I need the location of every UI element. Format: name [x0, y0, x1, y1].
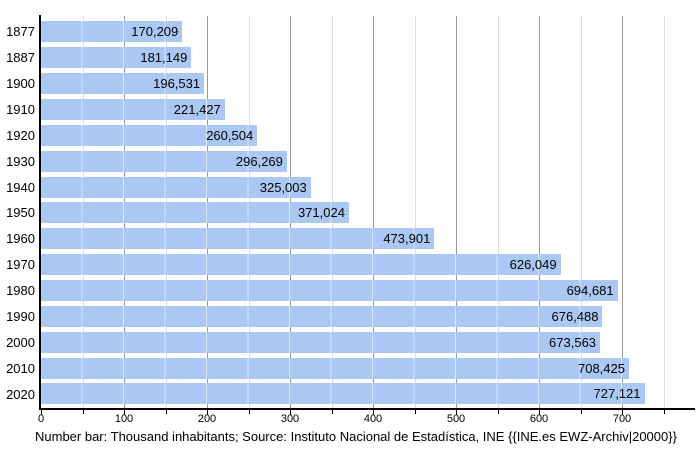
- x-axis-tick-label: 200: [197, 413, 217, 425]
- bar-1877: 170,209: [41, 21, 183, 43]
- y-axis-label-2010: 2010: [6, 360, 35, 376]
- bar-value-label: 708,425: [577, 360, 625, 376]
- x-axis-tick-label: 100: [114, 413, 134, 425]
- x-axis-tick: [456, 410, 457, 415]
- chart-row: 673,563: [41, 329, 696, 355]
- chart-row: 694,681: [41, 278, 696, 304]
- bar-1960: 473,901: [41, 228, 435, 250]
- x-axis-tick: [124, 410, 125, 415]
- bar-value-label: 260,504: [206, 127, 254, 143]
- bar-1920: 260,504: [41, 124, 258, 146]
- bar-value-label: 473,901: [383, 231, 431, 247]
- x-axis-tick: [248, 410, 250, 414]
- bars-layer: 170,209 181,149 196,531 221,427 260,504 296,2…: [41, 19, 696, 407]
- bar-1930: 296,269: [41, 150, 287, 172]
- y-axis-label-2020: 2020: [6, 386, 35, 402]
- x-axis-tick: [539, 410, 540, 415]
- x-axis-tick: [622, 410, 623, 415]
- bar-value-label: 727,121: [593, 386, 641, 402]
- x-axis-tick-label: 600: [529, 413, 549, 425]
- minor-gridline: [663, 16, 665, 408]
- bar-2000: 673,563: [41, 331, 601, 353]
- x-axis-line: [39, 408, 695, 410]
- x-axis-tick-label: 400: [363, 413, 383, 425]
- x-axis-tick: [663, 410, 665, 414]
- x-axis-tick: [580, 410, 582, 414]
- y-axis-label-1970: 1970: [6, 257, 35, 273]
- chart-row: 371,024: [41, 200, 696, 226]
- bar-2010: 708,425: [41, 357, 629, 379]
- bar-1970: 626,049: [41, 254, 561, 276]
- x-axis-tick: [373, 410, 374, 415]
- bar-1940: 325,003: [41, 176, 311, 198]
- bar-value-label: 181,149: [140, 50, 188, 66]
- bar-1910: 221,427: [41, 99, 225, 120]
- x-axis-tick-label: 0: [37, 413, 45, 425]
- chart-row: 325,003: [41, 174, 696, 200]
- bar-1950: 371,024: [41, 202, 349, 224]
- chart-row: 221,427: [41, 97, 696, 123]
- bar-value-label: 371,024: [297, 205, 345, 221]
- bar-value-label: 694,681: [566, 283, 614, 299]
- y-axis-label-1950: 1950: [6, 205, 35, 221]
- bar-value-label: 676,488: [551, 308, 599, 324]
- y-axis-label-1910: 1910: [6, 102, 35, 118]
- x-axis-tick: [41, 410, 42, 415]
- chart-row: 260,504: [41, 122, 696, 148]
- major-gridline: [539, 16, 540, 408]
- x-axis-tick: [497, 410, 499, 414]
- chart-row: 708,425: [41, 355, 696, 381]
- chart-row: 473,901: [41, 226, 696, 252]
- y-axis-label-2000: 2000: [6, 334, 35, 350]
- y-axis-label-1980: 1980: [6, 283, 35, 299]
- bar-value-label: 626,049: [509, 257, 557, 273]
- y-axis-label-1960: 1960: [6, 231, 35, 247]
- y-axis-label-1940: 1940: [6, 179, 35, 195]
- minor-gridline: [580, 16, 582, 408]
- y-axis-label-1920: 1920: [6, 127, 35, 143]
- minor-gridline: [497, 16, 499, 408]
- minor-gridline: [414, 16, 416, 408]
- x-axis-tick: [165, 410, 167, 414]
- chart-row: 626,049: [41, 252, 696, 278]
- bar-value-label: 170,209: [131, 24, 179, 40]
- y-axis-label-1887: 1887: [6, 50, 35, 66]
- chart-row: 181,149: [41, 45, 696, 71]
- y-axis-label-1877: 1877: [6, 24, 35, 40]
- y-axis-line: [39, 15, 41, 410]
- x-axis-tick: [331, 410, 333, 414]
- y-axis-label-1900: 1900: [6, 76, 35, 92]
- bar-value-label: 325,003: [259, 179, 307, 195]
- x-axis-tick: [82, 410, 84, 414]
- chart-row: 676,488: [41, 303, 696, 329]
- chart-row: 196,531: [41, 71, 696, 97]
- x-axis-tick-label: 500: [446, 413, 466, 425]
- y-axis-label-1930: 1930: [6, 153, 35, 169]
- x-axis-tick: [207, 410, 208, 415]
- bar-1990: 676,488: [41, 305, 603, 327]
- x-axis-tick-label: 700: [612, 413, 632, 425]
- chart-row: 727,121: [41, 381, 696, 407]
- x-axis-tick-label: 300: [280, 413, 300, 425]
- x-axis-tick: [290, 410, 291, 415]
- bar-value-label: 196,531: [153, 76, 201, 92]
- y-axis-label-1990: 1990: [6, 308, 35, 324]
- bar-value-label: 296,269: [235, 153, 283, 169]
- chart-row: 170,209: [41, 19, 696, 45]
- bar-1900: 196,531: [41, 73, 205, 95]
- major-gridline: [373, 16, 374, 408]
- bar-1887: 181,149: [41, 47, 192, 69]
- chart-caption: Number bar: Thousand inhabitants; Source…: [35, 429, 677, 444]
- major-gridline: [456, 16, 457, 408]
- bar-value-label: 221,427: [173, 102, 221, 117]
- x-axis-tick: [414, 410, 416, 414]
- bar-1980: 694,681: [41, 280, 618, 302]
- chart-row: 296,269: [41, 148, 696, 174]
- major-gridline: [622, 16, 623, 408]
- bar-value-label: 673,563: [549, 334, 597, 350]
- bar-2020: 727,121: [41, 383, 645, 405]
